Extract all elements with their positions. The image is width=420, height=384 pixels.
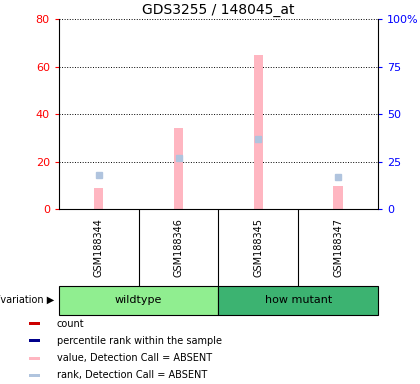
- Text: percentile rank within the sample: percentile rank within the sample: [57, 336, 222, 346]
- Text: GSM188347: GSM188347: [333, 218, 343, 277]
- Bar: [218, 286, 378, 315]
- Title: GDS3255 / 148045_at: GDS3255 / 148045_at: [142, 3, 295, 17]
- Bar: [59, 286, 218, 315]
- Text: genotype/variation ▶: genotype/variation ▶: [0, 295, 55, 306]
- Bar: [174, 129, 183, 209]
- Text: count: count: [57, 318, 84, 329]
- Bar: [29, 322, 39, 325]
- Bar: [29, 357, 39, 359]
- Bar: [94, 188, 103, 209]
- Bar: [333, 185, 343, 209]
- Text: rank, Detection Call = ABSENT: rank, Detection Call = ABSENT: [57, 370, 207, 381]
- Text: wildtype: wildtype: [115, 295, 162, 306]
- Bar: [254, 55, 263, 209]
- Text: GSM188346: GSM188346: [173, 218, 184, 277]
- Text: value, Detection Call = ABSENT: value, Detection Call = ABSENT: [57, 353, 212, 363]
- Bar: [29, 374, 39, 377]
- Bar: [29, 339, 39, 342]
- Text: GSM188344: GSM188344: [94, 218, 104, 277]
- Text: GSM188345: GSM188345: [253, 218, 263, 277]
- Text: how mutant: how mutant: [265, 295, 332, 306]
